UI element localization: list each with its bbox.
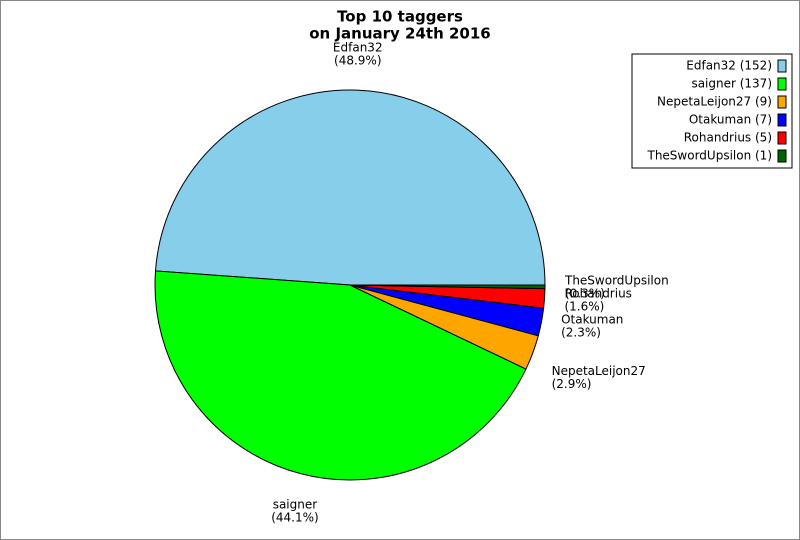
slice-label: saigner [273, 497, 318, 511]
slice-value-label: (44.1%) [271, 510, 318, 524]
legend-label: TheSwordUpsilon (1) [646, 149, 772, 163]
legend-label: Edfan32 (152) [686, 59, 772, 73]
legend-label: saigner (137) [691, 77, 772, 91]
slice-label: Otakuman [561, 312, 623, 326]
chart-title: on January 24th 2016 [309, 25, 490, 43]
legend-box [631, 53, 793, 169]
legend-label: Otakuman (7) [689, 113, 772, 127]
pie-slice [154, 89, 546, 286]
pie-slice [349, 284, 546, 290]
legend-label: NepetaLeijon27 (9) [657, 95, 772, 109]
legend-swatch [777, 113, 787, 127]
slice-value-label: (0.3%) [565, 287, 605, 301]
slice-value-label: (1.6%) [564, 299, 604, 313]
slice-value-label: (2.9%) [552, 377, 592, 391]
pie-slice [154, 270, 527, 481]
legend-swatch [777, 95, 787, 109]
slice-label: TheSwordUpsilon [564, 274, 669, 288]
legend-swatch [777, 77, 787, 91]
slice-label: Edfan32 [333, 41, 383, 55]
legend-swatch [777, 59, 787, 73]
slice-value-label: (48.9%) [334, 54, 381, 68]
slice-value-label: (2.3%) [561, 325, 601, 339]
chart-title: Top 10 taggers [337, 8, 463, 26]
slice-label: Rohandrius [564, 286, 631, 300]
legend-label: Rohandrius (5) [684, 131, 772, 145]
legend-swatch [777, 149, 787, 163]
legend-swatch [777, 131, 787, 145]
slice-label: NepetaLeijon27 [552, 364, 646, 378]
